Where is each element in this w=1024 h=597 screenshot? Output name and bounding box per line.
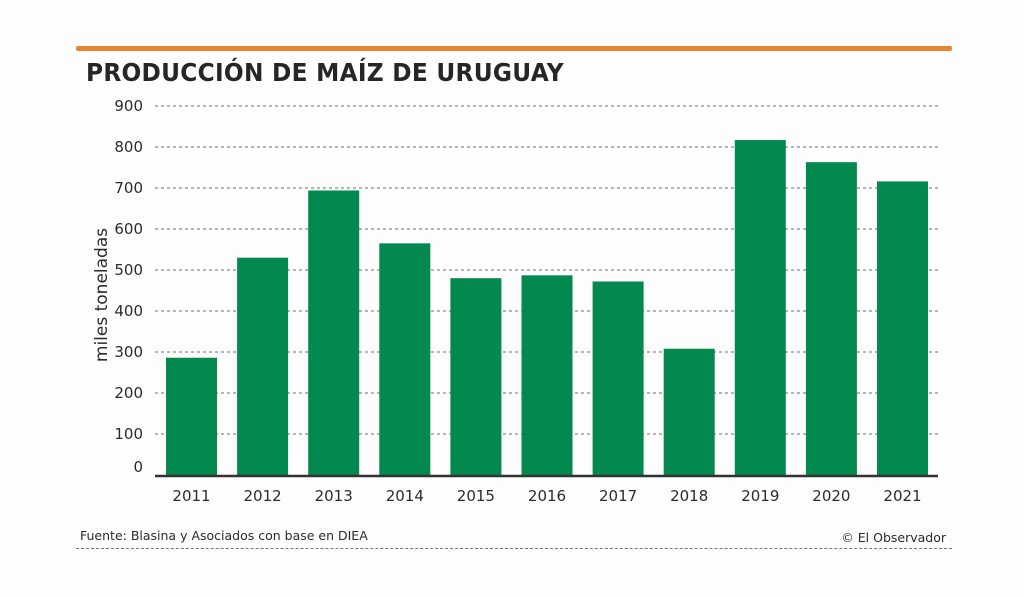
- y-tick-label: 300: [114, 343, 143, 361]
- y-tick-label: 400: [114, 302, 143, 320]
- x-tick-label: 2016: [528, 487, 566, 505]
- bar-2018: [663, 348, 715, 475]
- bar-2021: [877, 181, 928, 475]
- x-tick-label: 2013: [315, 487, 353, 505]
- y-tick-label: 0: [133, 458, 143, 476]
- y-tick-label: 800: [114, 138, 143, 156]
- bar-2017: [592, 281, 644, 475]
- x-tick-label: 2019: [741, 487, 779, 505]
- y-tick-label: 900: [114, 97, 143, 115]
- bar-2019: [734, 140, 786, 475]
- y-tick-label: 500: [114, 261, 143, 279]
- bar-2011: [166, 357, 217, 475]
- x-tick-label: 2018: [670, 487, 708, 505]
- chart-title: PRODUCCIÓN DE MAÍZ DE URUGUAY: [86, 58, 564, 87]
- bar-2015: [450, 278, 502, 475]
- bar-2013: [308, 190, 360, 475]
- source-note: Fuente: Blasina y Asociados con base en …: [80, 528, 368, 543]
- bar-2016: [521, 275, 573, 475]
- x-axis-labels: 2011 2012 2013 2014 2015 2016 2017 2018 2019 2020…: [172, 487, 921, 505]
- copyright-credit: © El Observador: [841, 530, 946, 545]
- x-tick-label: 2014: [386, 487, 424, 505]
- bar-2012: [237, 257, 289, 475]
- x-tick-label: 2020: [812, 487, 850, 505]
- y-tick-label: 600: [114, 220, 143, 238]
- bars: [166, 140, 928, 476]
- title-accent-rule: [76, 46, 952, 51]
- x-tick-label: 2017: [599, 487, 637, 505]
- x-tick-label: 2011: [172, 487, 210, 505]
- x-tick-label: 2021: [883, 487, 921, 505]
- footer-divider: [76, 548, 952, 549]
- y-axis-title: miles toneladas: [92, 228, 112, 362]
- y-tick-label: 700: [114, 179, 143, 197]
- bar-2014: [379, 243, 431, 475]
- y-axis-ticks: 0 100 200 300 400 500 600 700 800 900: [114, 97, 143, 476]
- y-tick-label: 200: [114, 384, 143, 402]
- y-tick-label: 100: [114, 425, 143, 443]
- bar-2020: [805, 162, 857, 476]
- x-tick-label: 2012: [244, 487, 282, 505]
- x-tick-label: 2015: [457, 487, 495, 505]
